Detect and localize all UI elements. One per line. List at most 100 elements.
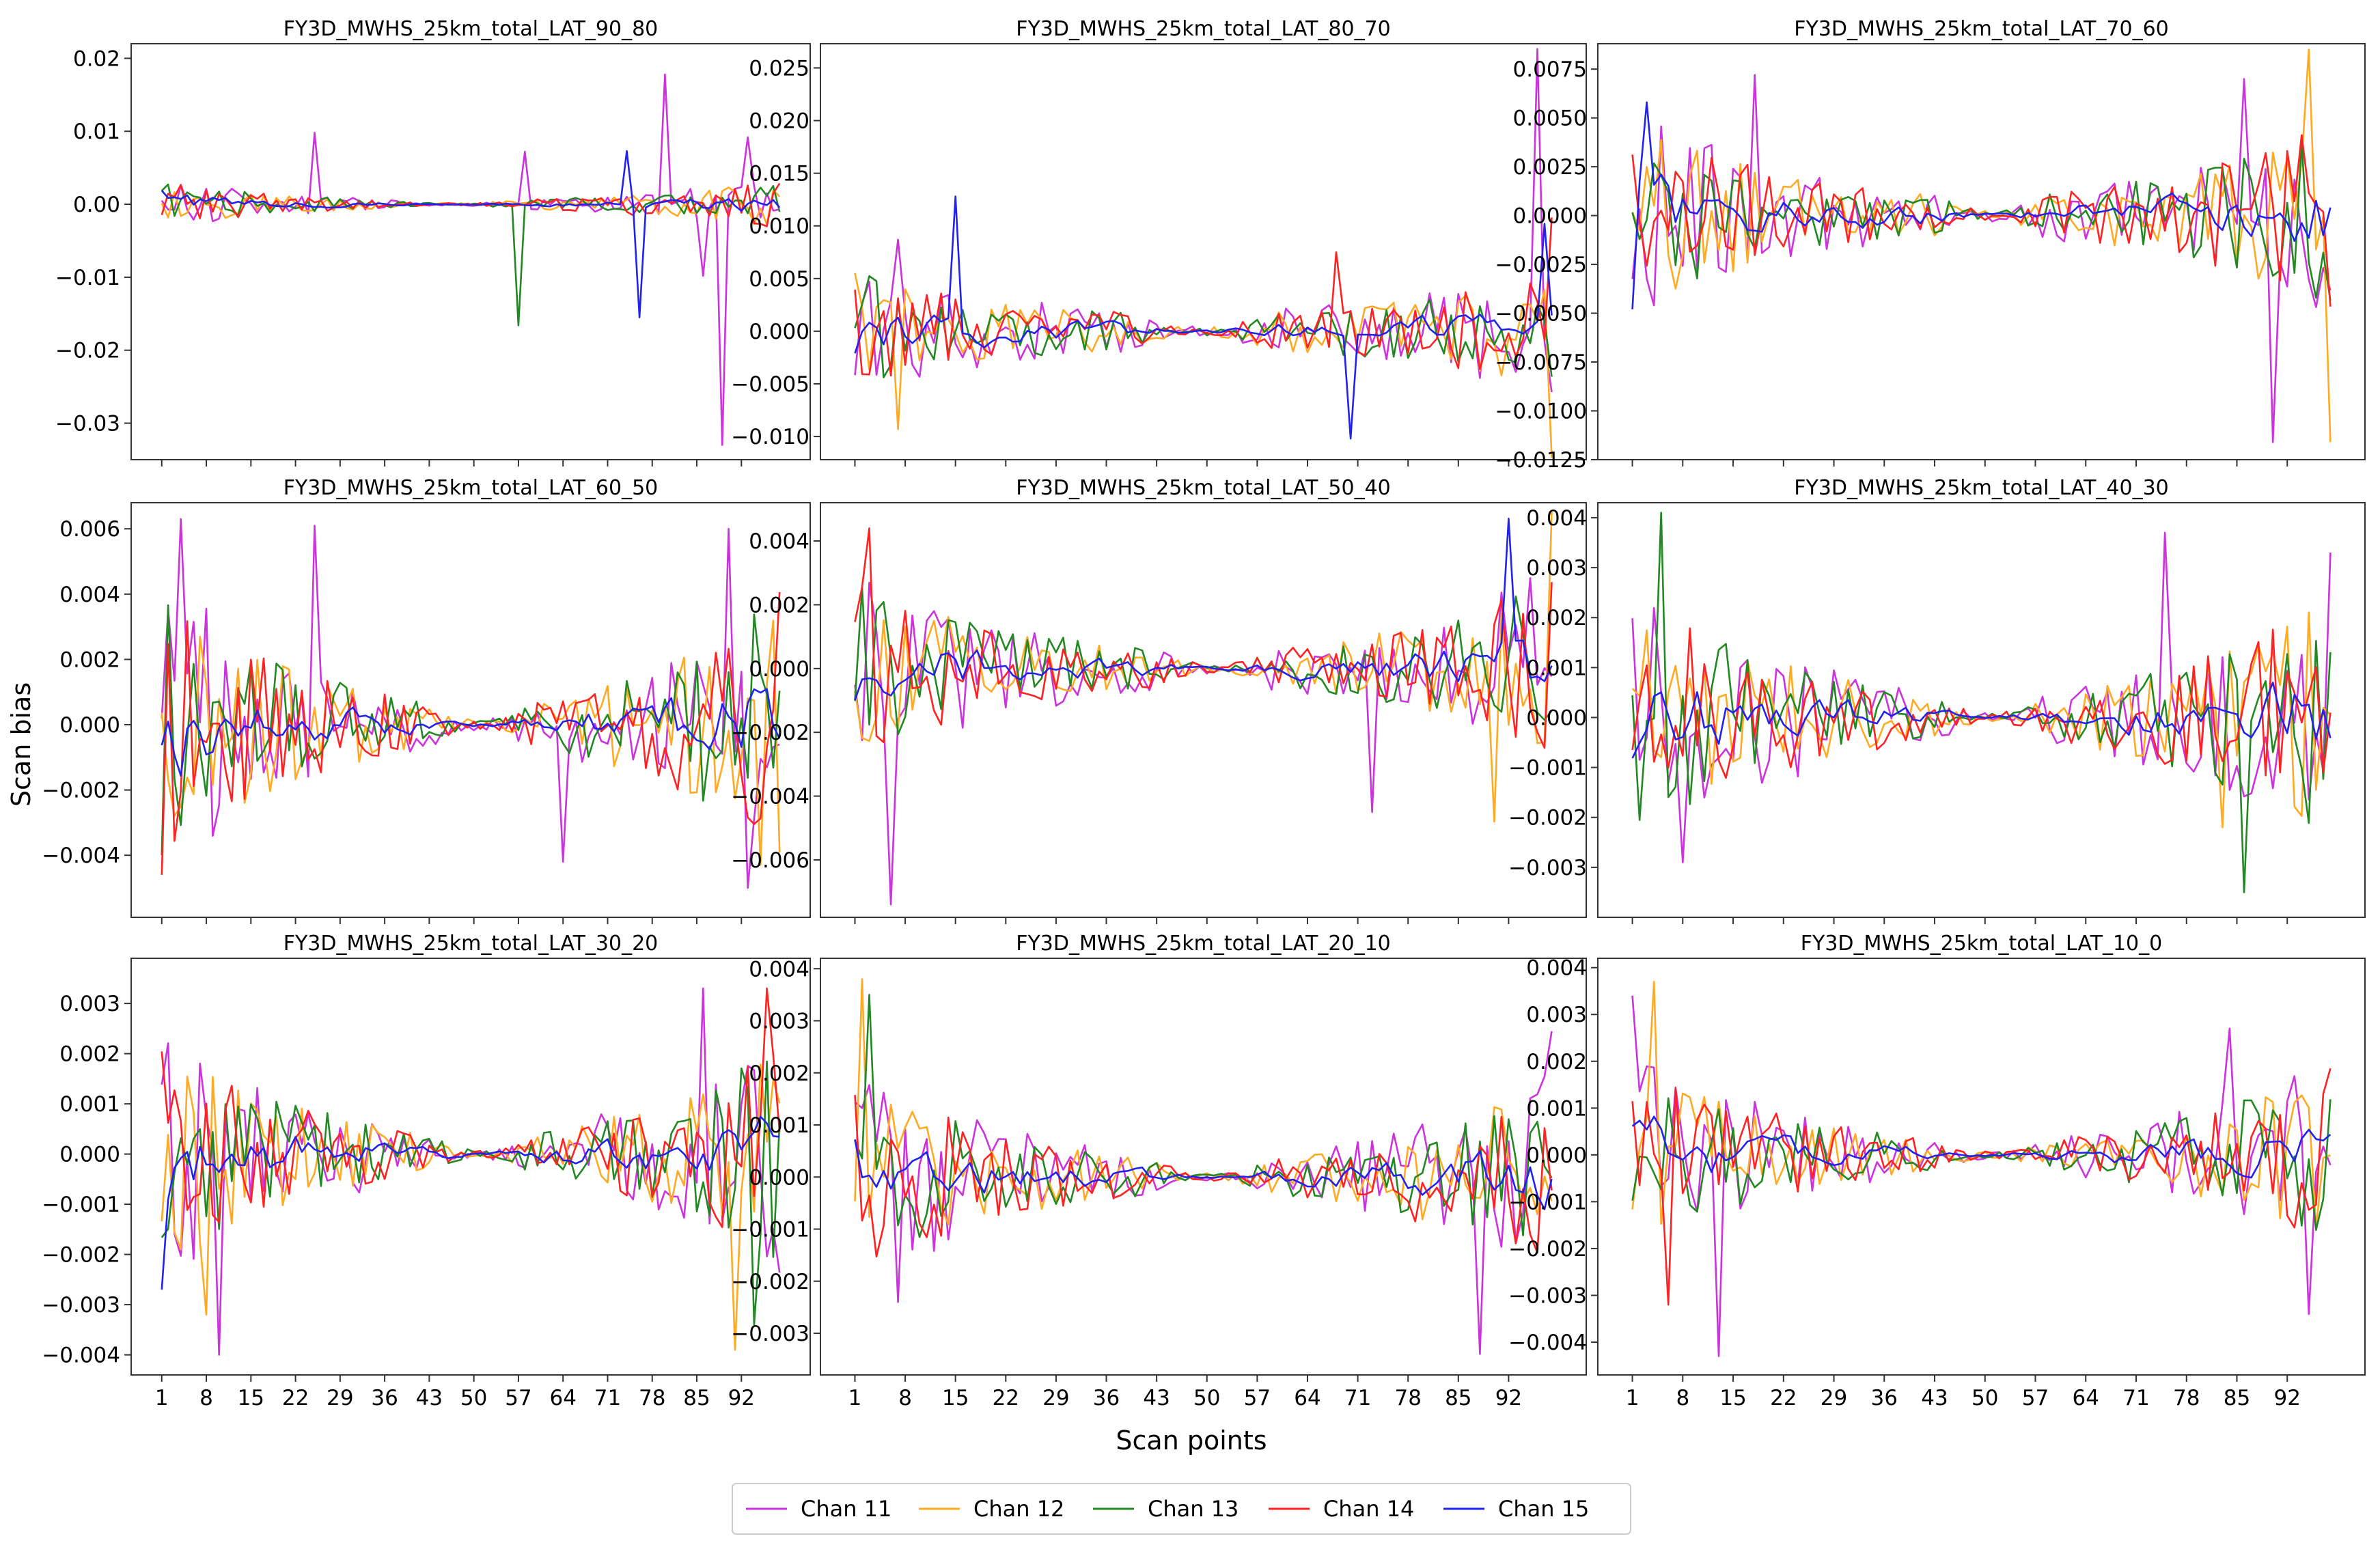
series-line-chan-15	[854, 518, 1553, 701]
subplot-title: FY3D_MWHS_25km_total_LAT_60_50	[283, 476, 659, 500]
y-tick-label: 0.000	[749, 657, 810, 682]
y-tick-label: −0.004	[731, 785, 810, 809]
plot-frame	[130, 43, 811, 460]
x-tick-label: 78	[2173, 1386, 2200, 1410]
x-tick-label: 85	[1445, 1386, 1471, 1410]
y-tick-label: −0.0125	[1495, 448, 1587, 473]
series-lines	[161, 73, 781, 446]
subplot-title: FY3D_MWHS_25km_total_LAT_20_10	[1016, 932, 1391, 956]
x-tick-label: 71	[1344, 1386, 1371, 1410]
y-tick-label: −0.02	[55, 339, 120, 363]
plot-frame	[1597, 502, 2366, 918]
y-tick-label: 0.002	[1526, 606, 1587, 630]
series-line-chan-14	[1631, 134, 2331, 307]
series-lines	[1631, 981, 2331, 1357]
y-tick-label: −0.0100	[1495, 400, 1587, 424]
x-tick-label: 15	[942, 1386, 969, 1410]
x-tick-label: 64	[1294, 1386, 1320, 1410]
x-tick-label: 29	[1821, 1386, 1847, 1410]
y-tick-label: 0.004	[749, 957, 810, 982]
series-line-chan-15	[1631, 681, 2331, 759]
subplot-title: FY3D_MWHS_25km_total_LAT_40_30	[1794, 476, 2169, 500]
y-tick-label: 0.00	[73, 193, 120, 217]
y-tick-label: 0.003	[1526, 1003, 1587, 1027]
y-tick-label: 0.004	[1526, 956, 1587, 981]
y-tick-label: 0.001	[1526, 656, 1587, 680]
series-line-chan-15	[161, 688, 781, 777]
series-lines	[161, 518, 781, 889]
legend-label: Chan 11	[801, 1496, 891, 1522]
x-tick-label: 22	[1770, 1386, 1797, 1410]
series-line-chan-12	[1631, 981, 2331, 1229]
series-line-chan-12	[1631, 48, 2331, 443]
y-tick-label: 0.005	[749, 267, 810, 292]
y-tick-label: 0.003	[749, 1010, 810, 1034]
x-tick-label: 92	[1495, 1386, 1522, 1410]
plot-frame	[820, 958, 1587, 1376]
y-tick-label: −0.002	[42, 1243, 120, 1268]
y-tick-label: 0.0050	[1513, 107, 1587, 131]
series-line-chan-12	[161, 1063, 781, 1351]
series-line-chan-15	[854, 195, 1553, 440]
y-tick-label: −0.004	[1508, 1331, 1587, 1355]
legend-label: Chan 14	[1323, 1496, 1414, 1522]
y-tick-label: −0.003	[731, 1322, 810, 1346]
y-tick-label: 0.001	[1526, 1096, 1587, 1121]
y-tick-label: −0.0025	[1495, 253, 1587, 277]
y-tick-label: −0.002	[731, 721, 810, 745]
x-tick-label: 1	[1626, 1386, 1639, 1410]
subplot-6: FY3D_MWHS_25km_total_LAT_40_30 0.004 0.003…	[1508, 476, 2366, 924]
x-tick-label: 57	[505, 1386, 531, 1410]
y-tick-label: 0.000	[1526, 706, 1587, 730]
y-tick-label: −0.001	[42, 1193, 120, 1217]
y-tick-label: 0.0000	[1513, 204, 1587, 229]
x-tick-label: 15	[1719, 1386, 1746, 1410]
x-tick-label: 22	[993, 1386, 1019, 1410]
y-tick-label: 0.006	[59, 517, 120, 542]
x-axis-label: Scan points	[1116, 1425, 1267, 1456]
subplot-9: FY3D_MWHS_25km_total_LAT_10_0 0.004 0.003 0…	[1508, 932, 2366, 1410]
legend-item-chan-12: Chan 12	[919, 1496, 1064, 1522]
x-tick-label: 85	[2224, 1386, 2250, 1410]
x-tick-label: 36	[1871, 1386, 1898, 1410]
series-line-chan-14	[854, 217, 1553, 377]
y-tick-label: 0.003	[1526, 556, 1587, 581]
y-tick-label: 0.000	[749, 1165, 810, 1190]
plot-frame	[1597, 43, 2366, 460]
y-tick-label: 0.001	[59, 1092, 120, 1117]
y-tick-label: −0.003	[42, 1293, 120, 1318]
x-tick-label: 36	[1093, 1386, 1120, 1410]
y-tick-label: −0.004	[42, 1344, 120, 1368]
y-tick-label: −0.003	[1508, 1283, 1587, 1308]
legend-label: Chan 15	[1498, 1496, 1589, 1522]
legend-item-chan-14: Chan 14	[1269, 1496, 1414, 1522]
y-tick-label: −0.0050	[1495, 302, 1587, 326]
legend-label: Chan 13	[1148, 1496, 1239, 1522]
x-tick-label: 71	[594, 1386, 621, 1410]
subplot-title: FY3D_MWHS_25km_total_LAT_80_70	[1016, 17, 1391, 41]
x-tick-label: 50	[460, 1386, 487, 1410]
y-tick-label: 0.004	[59, 583, 120, 607]
x-tick-label: 1	[155, 1386, 169, 1410]
x-tick-label: 43	[416, 1386, 443, 1410]
series-lines	[854, 512, 1553, 906]
y-tick-label: 0.0075	[1513, 57, 1587, 82]
series-line-chan-13	[161, 1060, 781, 1326]
y-tick-label: −0.0075	[1495, 350, 1587, 375]
x-tick-label: 22	[282, 1386, 309, 1410]
series-line-chan-15	[161, 1115, 780, 1290]
subplot-title: FY3D_MWHS_25km_total_LAT_50_40	[1016, 476, 1391, 500]
legend: Chan 11 Chan 12 Chan 13 Chan 14 Chan 15	[732, 1483, 1631, 1535]
series-line-chan-13	[1631, 141, 2331, 301]
series-lines	[1631, 512, 2331, 893]
y-tick-label: 0.01	[73, 120, 120, 144]
y-tick-label: 0.010	[749, 214, 810, 239]
legend-item-chan-13: Chan 13	[1093, 1496, 1239, 1522]
y-tick-label: 0.003	[59, 992, 120, 1016]
legend-frame	[732, 1483, 1631, 1535]
y-tick-label: 0.004	[749, 529, 810, 554]
subplot-2: FY3D_MWHS_25km_total_LAT_80_70 0.025 0.020…	[731, 17, 1587, 467]
y-tick-label: −0.001	[731, 1218, 810, 1242]
series-line-chan-13	[1631, 1097, 2331, 1231]
